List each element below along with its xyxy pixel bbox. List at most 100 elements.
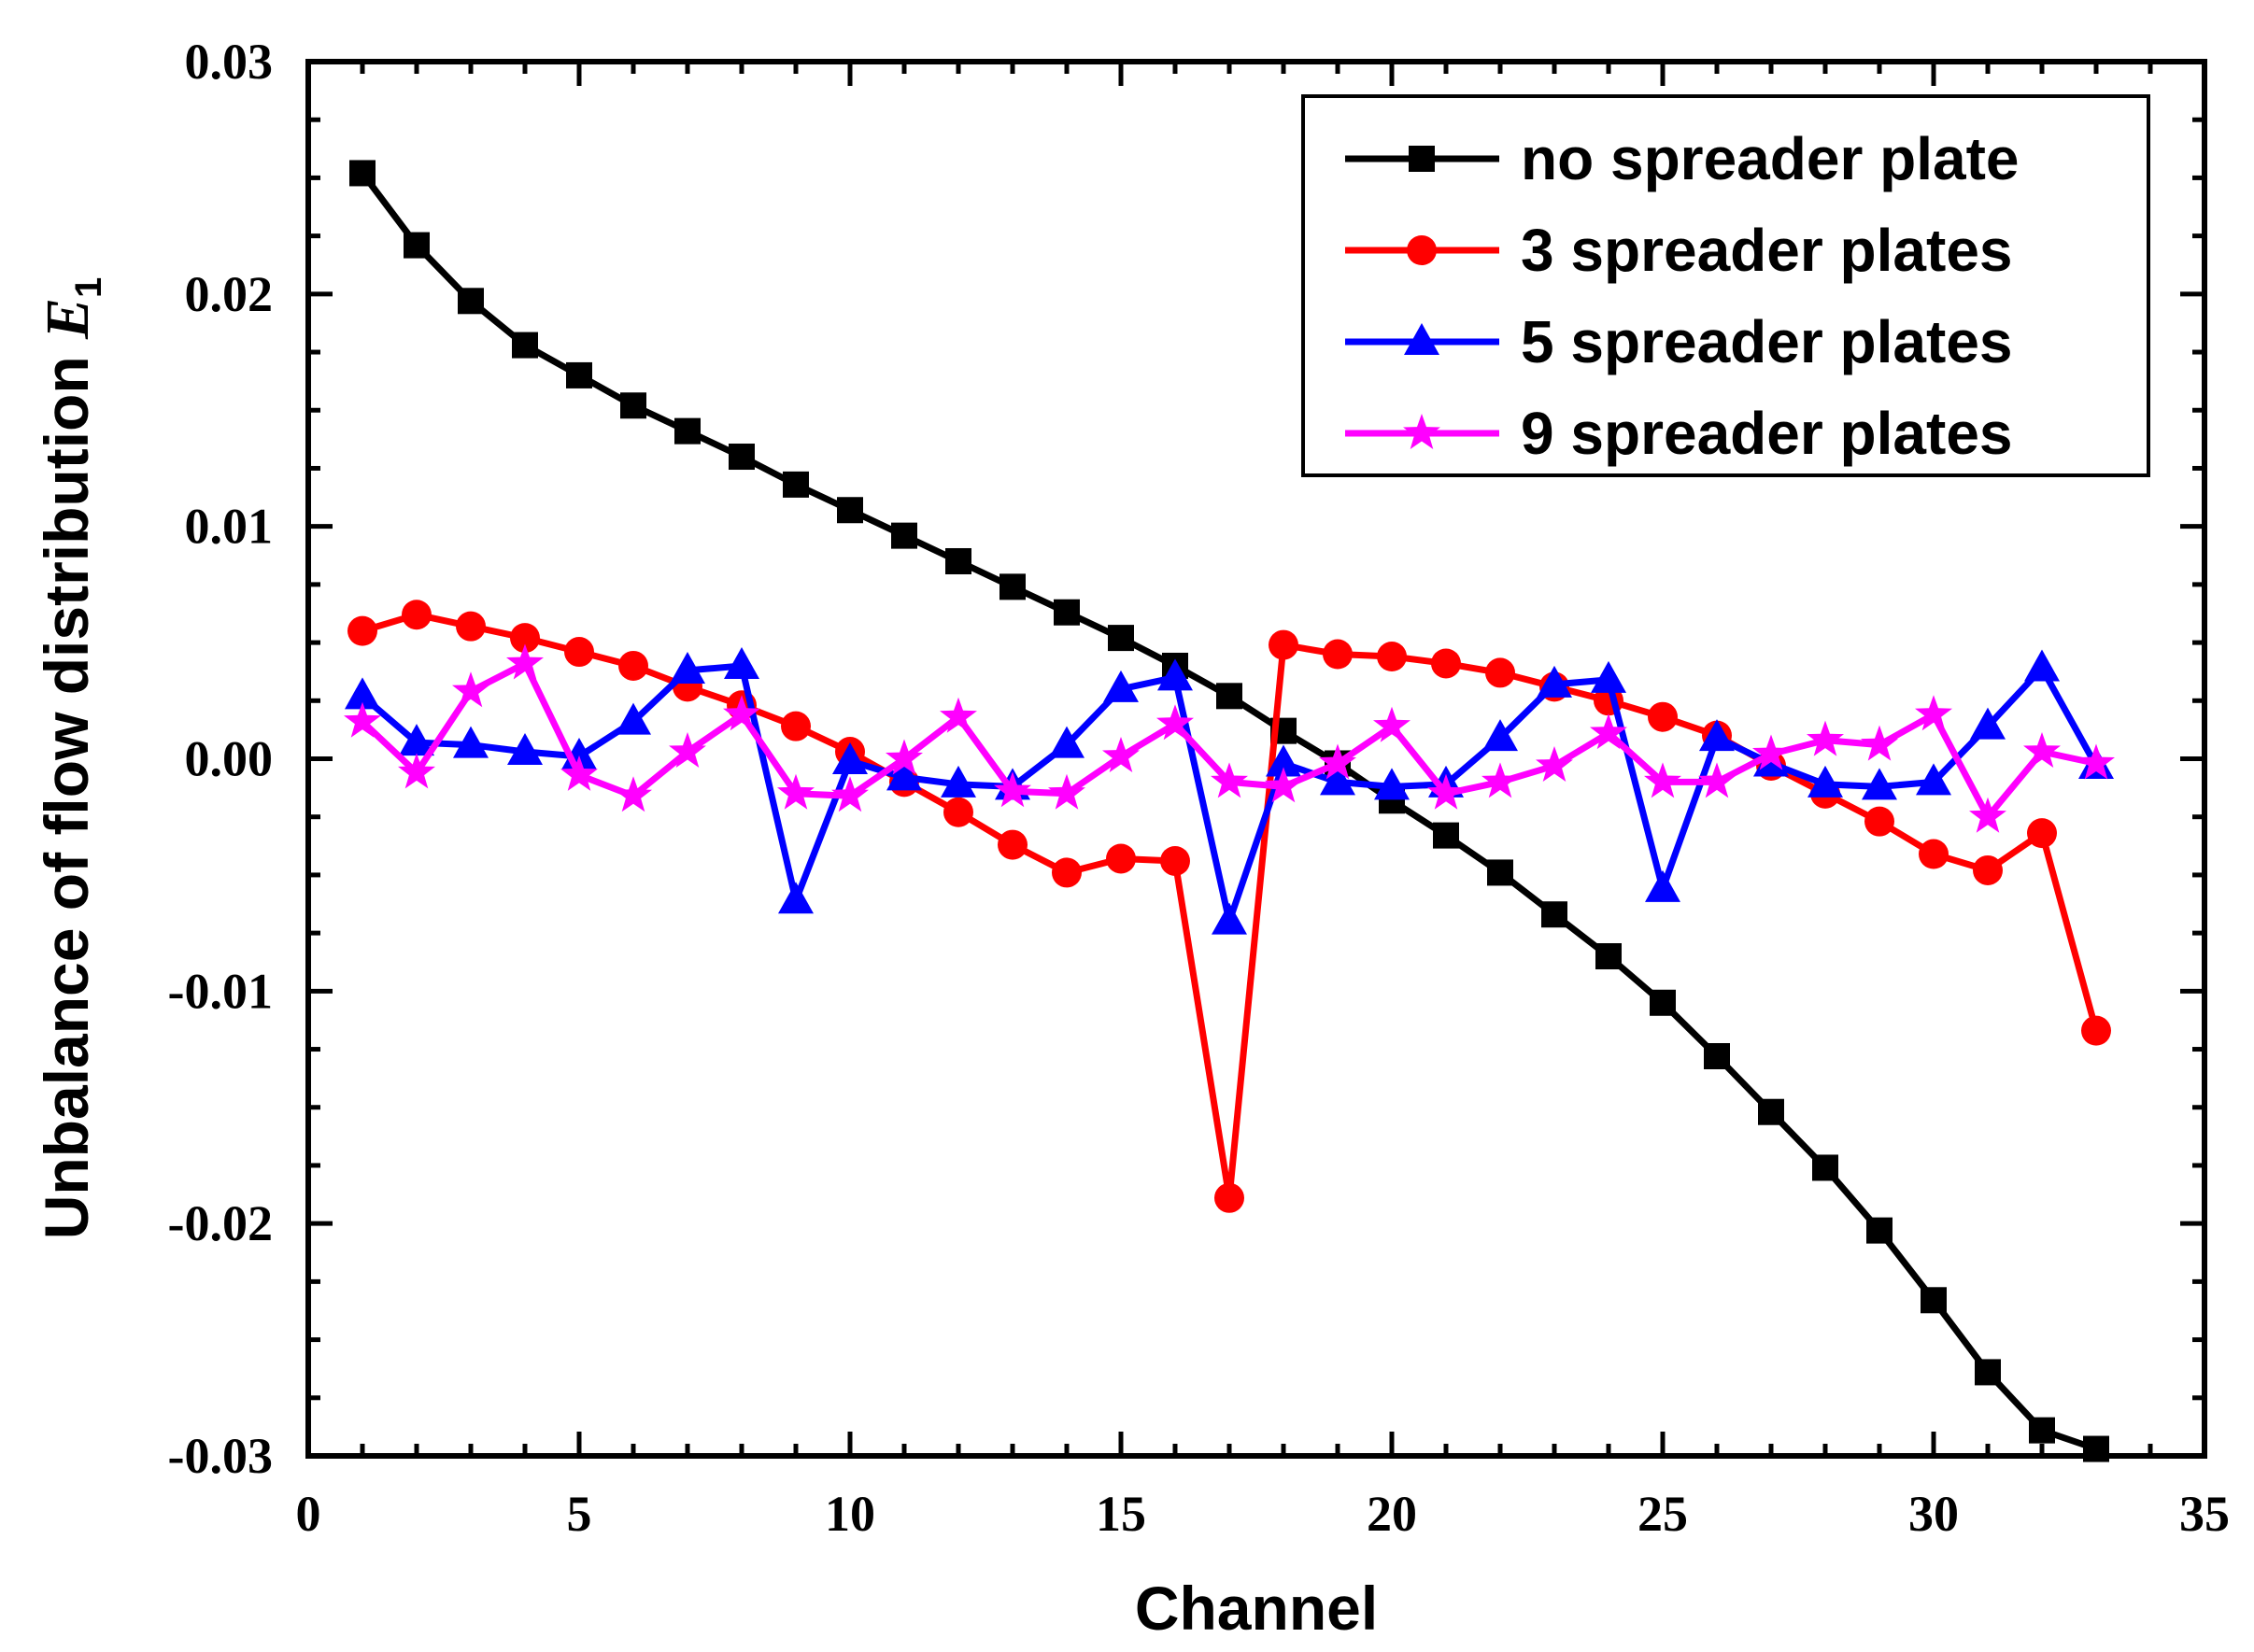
- y-axis-title: Unbalance of flow distribution E1: [32, 277, 109, 1240]
- data-point-no-spreader-plate: [1108, 625, 1134, 652]
- data-point-9-spreader-plates: [1211, 762, 1248, 798]
- y-tick-label: -0.01: [168, 963, 273, 1019]
- legend: no spreader plate 3 spreader plates 5 spre…: [1301, 94, 2150, 477]
- y-tick-label: -0.03: [168, 1428, 273, 1484]
- data-point-no-spreader-plate: [1054, 599, 1080, 626]
- y-tick-label: 0.02: [185, 266, 274, 322]
- y-axis-title-symbol: E: [34, 298, 102, 340]
- data-point-5-spreader-plates: [1591, 660, 1626, 693]
- y-axis-title-subscript: 1: [68, 277, 109, 298]
- data-point-no-spreader-plate: [1541, 901, 1567, 928]
- data-point-5-spreader-plates: [832, 741, 868, 774]
- y-tick-label: 0.03: [185, 34, 274, 90]
- data-point-9-spreader-plates: [398, 753, 435, 789]
- data-point-9-spreader-plates: [1373, 706, 1411, 742]
- data-point-3-spreader-plates: [1648, 701, 1678, 732]
- data-point-no-spreader-plate: [512, 332, 538, 359]
- data-point-9-spreader-plates: [940, 697, 977, 733]
- legend-marker: [1404, 323, 1439, 355]
- data-point-9-spreader-plates: [1752, 734, 1790, 770]
- data-point-5-spreader-plates: [399, 724, 434, 756]
- legend-label: 5 spreader plates: [1521, 308, 2013, 375]
- data-point-no-spreader-plate: [729, 444, 755, 471]
- legend-label: no spreader plate: [1521, 125, 2020, 192]
- legend-entry-no-spreader-plate: no spreader plate: [1345, 125, 2020, 192]
- y-tick-label: -0.02: [168, 1195, 273, 1251]
- data-point-5-spreader-plates: [1482, 719, 1518, 752]
- data-point-3-spreader-plates: [1323, 639, 1353, 670]
- data-point-3-spreader-plates: [1052, 857, 1082, 888]
- data-point-5-spreader-plates: [1049, 726, 1084, 758]
- data-point-no-spreader-plate: [1812, 1154, 1838, 1181]
- data-point-3-spreader-plates: [943, 797, 973, 827]
- data-point-9-spreader-plates: [1969, 797, 2006, 833]
- data-point-5-spreader-plates: [616, 702, 651, 735]
- data-point-5-spreader-plates: [670, 651, 705, 684]
- x-tick-label: 30: [1908, 1486, 1959, 1542]
- data-point-5-spreader-plates: [1970, 707, 2006, 740]
- data-point-no-spreader-plate: [783, 471, 809, 498]
- x-tick-label: 5: [567, 1486, 592, 1542]
- x-tick-label: 15: [1096, 1486, 1146, 1542]
- data-point-9-spreader-plates: [1536, 746, 1573, 782]
- data-point-no-spreader-plate: [458, 288, 484, 315]
- data-point-no-spreader-plate: [891, 522, 917, 549]
- data-point-9-spreader-plates: [1807, 720, 1844, 756]
- data-point-3-spreader-plates: [1106, 843, 1136, 874]
- data-point-9-spreader-plates: [1861, 725, 1898, 761]
- series-9-spreader-plates: [344, 643, 2115, 833]
- data-point-9-spreader-plates: [831, 776, 869, 812]
- x-tick-label: 25: [1637, 1486, 1688, 1542]
- legend-entry-3-spreader-plates: 3 spreader plates: [1345, 217, 2013, 284]
- data-point-no-spreader-plate: [566, 361, 592, 388]
- data-point-no-spreader-plate: [999, 573, 1026, 600]
- ticks-layer: [305, 59, 2207, 1459]
- legend-marker: [1407, 235, 1437, 265]
- data-point-3-spreader-plates: [1973, 854, 2003, 885]
- data-point-5-spreader-plates: [1157, 658, 1193, 691]
- data-point-3-spreader-plates: [1485, 657, 1515, 688]
- data-point-5-spreader-plates: [1807, 765, 1843, 798]
- data-point-no-spreader-plate: [349, 160, 376, 187]
- data-point-3-spreader-plates: [1864, 806, 1894, 837]
- data-point-5-spreader-plates: [1862, 768, 1897, 800]
- data-point-3-spreader-plates: [618, 650, 648, 681]
- data-point-9-spreader-plates: [452, 671, 489, 708]
- data-point-9-spreader-plates: [2023, 732, 2061, 768]
- x-tick-label: 20: [1367, 1486, 1417, 1542]
- x-tick-label: 35: [2179, 1486, 2230, 1542]
- tick-labels-layer: 0 5 10 15 20 25 30 35 -0.03 -0.02 -0.01 0.00 0.01 0.0…: [168, 34, 2230, 1542]
- data-point-3-spreader-plates: [2027, 818, 2057, 849]
- data-point-no-spreader-plate: [1650, 989, 1676, 1016]
- data-point-5-spreader-plates: [345, 677, 380, 710]
- data-point-5-spreader-plates: [1645, 869, 1680, 902]
- data-point-3-spreader-plates: [1214, 1182, 1244, 1213]
- data-point-no-spreader-plate: [404, 232, 430, 259]
- data-point-3-spreader-plates: [998, 829, 1028, 860]
- data-point-5-spreader-plates: [886, 758, 922, 791]
- data-point-9-spreader-plates: [1481, 762, 1519, 798]
- data-point-9-spreader-plates: [994, 771, 1031, 808]
- data-point-9-spreader-plates: [1319, 743, 1356, 780]
- data-point-3-spreader-plates: [1919, 839, 1949, 869]
- data-point-9-spreader-plates: [1915, 695, 1952, 731]
- data-point-no-spreader-plate: [1866, 1217, 1893, 1244]
- series-layer: [344, 160, 2115, 1462]
- data-point-3-spreader-plates: [456, 611, 486, 642]
- data-point-5-spreader-plates: [1266, 744, 1301, 777]
- x-tick-label: 0: [296, 1486, 321, 1542]
- legend-label: 3 spreader plates: [1521, 217, 2013, 284]
- data-point-9-spreader-plates: [777, 773, 815, 810]
- y-tick-label: 0.00: [185, 731, 274, 787]
- series-5-spreader-plates: [345, 646, 2114, 935]
- data-point-5-spreader-plates: [453, 726, 489, 758]
- data-point-9-spreader-plates: [615, 776, 652, 812]
- data-point-5-spreader-plates: [2024, 649, 2060, 682]
- data-point-no-spreader-plate: [1921, 1287, 1947, 1314]
- data-point-9-spreader-plates: [886, 739, 923, 775]
- data-point-3-spreader-plates: [510, 623, 540, 654]
- data-point-5-spreader-plates: [941, 765, 976, 798]
- legend-entry-9-spreader-plates: 9 spreader plates: [1345, 400, 2013, 467]
- data-point-9-spreader-plates: [1590, 713, 1627, 750]
- y-axis-title-text: Unbalance of flow distribution: [32, 339, 101, 1239]
